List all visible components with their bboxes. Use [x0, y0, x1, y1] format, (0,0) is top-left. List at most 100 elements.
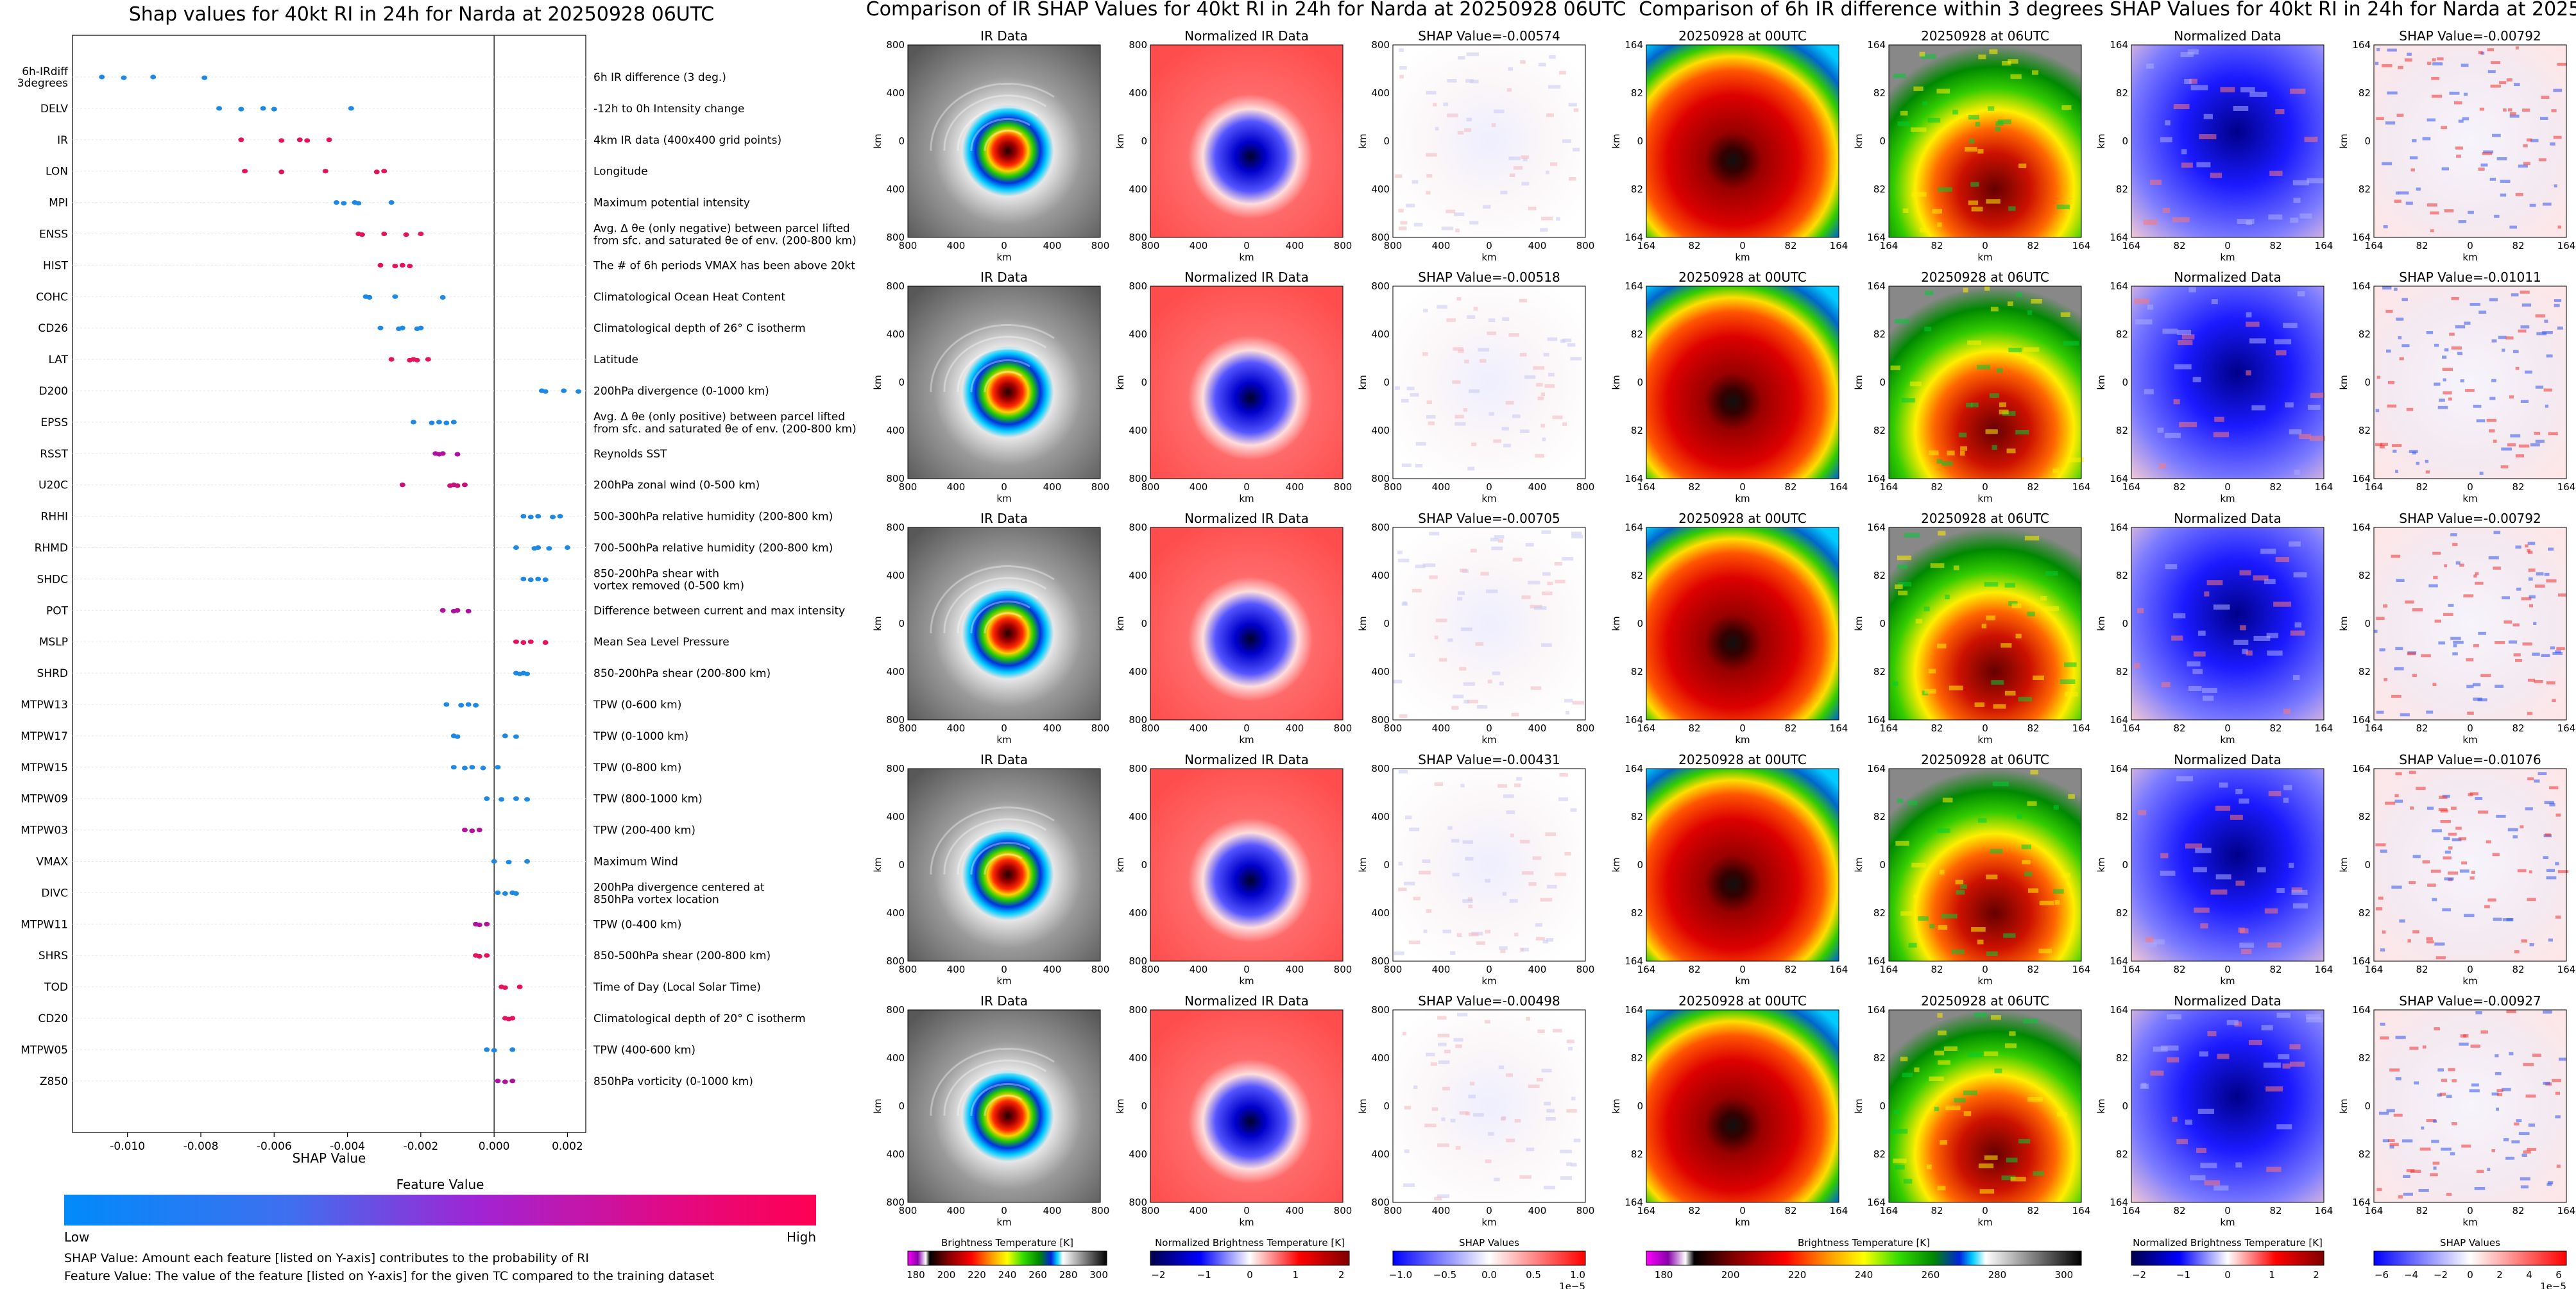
- y-tick-label: 82: [1873, 87, 1886, 99]
- x-tick-label: 82: [2173, 722, 2185, 734]
- x-tick-label: 164: [2122, 240, 2141, 252]
- colorbar-tick: −1: [1197, 1269, 1211, 1281]
- x-tick-label: 800: [1334, 1205, 1352, 1216]
- y-axis-label: km: [1357, 1098, 1369, 1113]
- panel-title: SHAP Value=-0.00498: [1418, 993, 1560, 1009]
- y-axis-label: km: [2338, 616, 2350, 631]
- x-tick-label: 164: [1637, 240, 1656, 252]
- colorbar-high-label: High: [787, 1229, 816, 1245]
- x-tick-label: 400: [947, 722, 966, 734]
- panel-image: [1150, 1010, 1343, 1202]
- x-tick-label: 400: [1190, 481, 1208, 493]
- shap-point: [499, 797, 505, 802]
- y-tick-label: 0: [1141, 135, 1147, 147]
- x-tick-label: 800: [899, 481, 917, 493]
- x-tick-label: 0: [1243, 722, 1250, 734]
- panel-image: [1889, 527, 2081, 720]
- diff-panel-title: Comparison of 6h IR difference within 3 …: [1639, 0, 2576, 21]
- panel-frame: [1646, 527, 1839, 721]
- x-tick-label: 0: [2467, 481, 2473, 493]
- y-axis-label: km: [1357, 857, 1369, 872]
- feature-description: TPW (0-800 km): [593, 762, 681, 774]
- feature-labels: 6h-IRdiff 3degrees DELV IR LON MPI ENSS HIST COH…: [17, 65, 69, 1088]
- shap-point: [564, 545, 570, 551]
- colorbar-low-label: Low: [64, 1229, 89, 1245]
- y-tick-label: 164: [2110, 955, 2128, 967]
- y-tick-label: 400: [1129, 329, 1147, 340]
- feature-label: CD26: [38, 322, 68, 335]
- y-tick-label: 82: [1873, 666, 1886, 678]
- shap-point: [484, 1047, 490, 1052]
- y-tick-label: 400: [886, 1148, 905, 1160]
- feature-label: MTPW13: [21, 699, 68, 712]
- colorbar-tick: 220: [1788, 1269, 1807, 1281]
- y-tick-label: 400: [1371, 811, 1390, 823]
- shap-point: [535, 576, 542, 582]
- y-tick-label: 800: [886, 39, 905, 51]
- y-tick-label: 82: [2116, 666, 2128, 678]
- x-tick-label: 164: [2365, 240, 2384, 252]
- x-tick-label: 0: [1243, 1205, 1250, 1216]
- colorbar-title: Feature Value: [397, 1177, 484, 1192]
- x-tick-label: 800: [1141, 964, 1160, 975]
- y-tick-label: 0: [898, 377, 905, 388]
- x-tick-label: 0: [1739, 964, 1746, 975]
- x-tick-label: -0.006: [257, 1140, 292, 1153]
- panel-image: [1646, 769, 1839, 961]
- colorbar-tick: −1: [2176, 1269, 2190, 1281]
- panel-image: [1889, 45, 2081, 237]
- panel-title: Normalized IR Data: [1184, 511, 1309, 526]
- x-tick-label: 400: [1286, 722, 1304, 734]
- shap-point: [333, 200, 339, 205]
- shap-point: [381, 169, 388, 174]
- x-tick-label: 400: [1190, 1205, 1208, 1216]
- colorbar-label: Brightness Temperature [K]: [941, 1237, 1073, 1249]
- shap-beeswarm-chart: Shap values for 40kt RI in 24h for Narda…: [17, 3, 857, 1283]
- shap-point: [469, 828, 475, 833]
- x-tick-label: 82: [2269, 240, 2282, 252]
- y-axis-label: km: [2095, 1098, 2107, 1113]
- diff-shap-comparison: Comparison of 6h IR difference within 3 …: [1610, 0, 2576, 1289]
- panel-frame: [1150, 1009, 1343, 1203]
- shap-point: [461, 828, 468, 833]
- y-tick-label: 82: [2116, 1148, 2128, 1160]
- x-tick-label: 164: [1830, 964, 1848, 975]
- x-tick-label: 164: [1880, 964, 1898, 975]
- y-axis-label: km: [1114, 1098, 1126, 1113]
- x-tick-label: 0: [1982, 481, 1988, 493]
- y-tick-label: 164: [1625, 714, 1643, 726]
- shap-point: [524, 858, 531, 864]
- x-tick-label: 800: [1141, 481, 1160, 493]
- x-tick-label: 164: [1830, 722, 1848, 734]
- y-tick-label: 800: [1129, 522, 1147, 533]
- y-tick-label: 0: [898, 1100, 905, 1112]
- y-tick-label: 82: [1631, 907, 1643, 919]
- x-tick-label: 400: [1528, 964, 1547, 975]
- y-tick-label: 400: [1129, 907, 1147, 919]
- panel-frame: [1392, 44, 1586, 238]
- x-tick-label: 164: [2315, 722, 2333, 734]
- panel-frame: [2131, 527, 2324, 721]
- shap-point: [484, 796, 490, 801]
- x-tick-label: 800: [899, 722, 917, 734]
- y-tick-label: 82: [1631, 329, 1643, 340]
- x-tick-label: 400: [1043, 1205, 1062, 1216]
- x-tick-label: 82: [2027, 240, 2039, 252]
- y-tick-label: 164: [1625, 39, 1643, 51]
- feature-label: MPI: [49, 197, 68, 210]
- colorbar-gradient: [1150, 1251, 1350, 1266]
- y-tick-label: 800: [1129, 955, 1147, 967]
- y-tick-label: 164: [2110, 473, 2128, 484]
- x-tick-label: 0: [1001, 240, 1007, 252]
- x-tick-label: 82: [1688, 1205, 1700, 1216]
- shap-point: [509, 1016, 516, 1021]
- y-tick-label: 82: [2358, 907, 2371, 919]
- panel-frame: [907, 768, 1101, 962]
- panel-frame: [1392, 768, 1586, 962]
- panel-title: Normalized Data: [2174, 269, 2282, 285]
- shap-point: [520, 576, 527, 582]
- y-tick-label: 400: [1371, 570, 1390, 581]
